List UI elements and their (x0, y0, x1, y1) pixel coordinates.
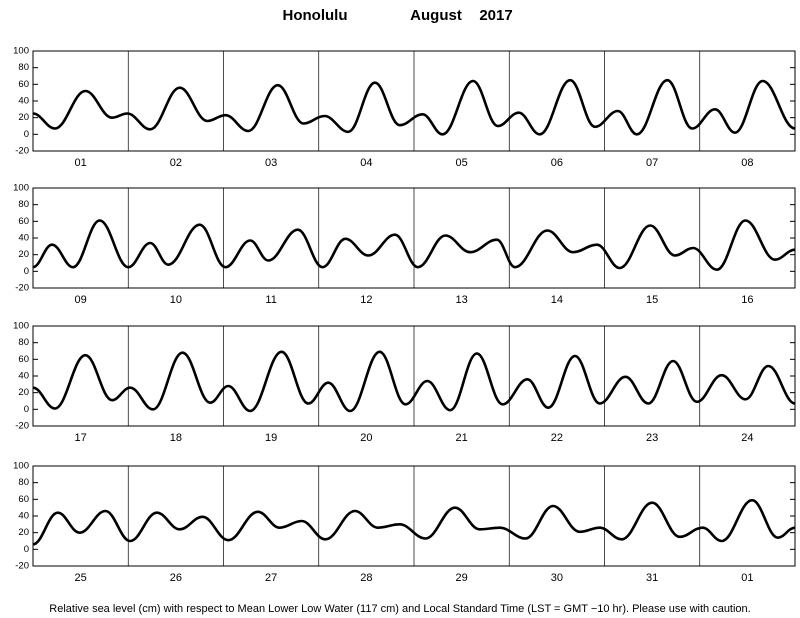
y-tick-label: -20 (15, 146, 29, 157)
y-tick-label: 80 (18, 477, 29, 488)
day-label: 21 (456, 432, 468, 444)
day-label: 03 (265, 157, 277, 169)
day-label: 26 (170, 572, 182, 584)
y-tick-label: 80 (18, 337, 29, 348)
day-label: 06 (551, 157, 563, 169)
y-tick-label: 20 (18, 112, 29, 123)
day-label: 28 (360, 572, 372, 584)
y-tick-label: 0 (24, 544, 29, 555)
tide-line (32, 498, 796, 546)
tide-line (32, 219, 796, 271)
day-label: 12 (360, 294, 372, 306)
day-label: 08 (741, 157, 753, 169)
tide-line (32, 350, 796, 413)
day-label: 09 (75, 294, 87, 306)
y-tick-label: 100 (13, 183, 29, 194)
day-label: 13 (456, 294, 468, 306)
tide-line (32, 78, 796, 136)
day-label: 02 (170, 157, 182, 169)
day-label: 30 (551, 572, 563, 584)
day-label: 27 (265, 572, 277, 584)
y-tick-label: 60 (18, 216, 29, 227)
y-tick-label: 0 (24, 266, 29, 277)
y-tick-label: 40 (18, 371, 29, 382)
day-label: 04 (360, 157, 372, 169)
day-label: 19 (265, 432, 277, 444)
y-tick-label: 20 (18, 527, 29, 538)
y-tick-label: 40 (18, 96, 29, 107)
y-tick-label: 40 (18, 511, 29, 522)
day-label: 15 (646, 294, 658, 306)
day-label: 23 (646, 432, 658, 444)
day-label: 11 (265, 294, 276, 306)
day-label: 31 (646, 572, 658, 584)
title-month: August (410, 7, 462, 24)
y-tick-label: -20 (15, 283, 29, 294)
footnote: Relative sea level (cm) with respect to … (49, 603, 750, 615)
day-label: 07 (646, 157, 658, 169)
day-label: 29 (456, 572, 468, 584)
y-tick-label: 100 (13, 461, 29, 472)
y-tick-label: 60 (18, 354, 29, 365)
y-tick-label: 0 (24, 129, 29, 140)
y-tick-label: 60 (18, 494, 29, 505)
y-tick-label: 40 (18, 233, 29, 244)
day-label: 20 (360, 432, 372, 444)
day-label: 01 (75, 157, 87, 169)
title-place: Honolulu (283, 7, 348, 24)
y-tick-label: 100 (13, 46, 29, 57)
y-tick-label: 0 (24, 404, 29, 415)
day-label: 25 (75, 572, 87, 584)
day-label: 14 (551, 294, 563, 306)
y-tick-label: 20 (18, 249, 29, 260)
day-label: 17 (75, 432, 87, 444)
day-label: 16 (741, 294, 753, 306)
y-tick-label: -20 (15, 421, 29, 432)
day-label: 18 (170, 432, 182, 444)
y-tick-label: 80 (18, 199, 29, 210)
y-tick-label: 60 (18, 79, 29, 90)
y-tick-label: -20 (15, 561, 29, 572)
y-tick-label: 100 (13, 321, 29, 332)
title-year: 2017 (479, 7, 512, 24)
day-label: 01 (741, 572, 753, 584)
day-label: 05 (456, 157, 468, 169)
day-label: 10 (170, 294, 182, 306)
y-tick-label: 20 (18, 387, 29, 398)
day-label: 22 (551, 432, 563, 444)
y-tick-label: 80 (18, 62, 29, 73)
day-label: 24 (741, 432, 753, 444)
